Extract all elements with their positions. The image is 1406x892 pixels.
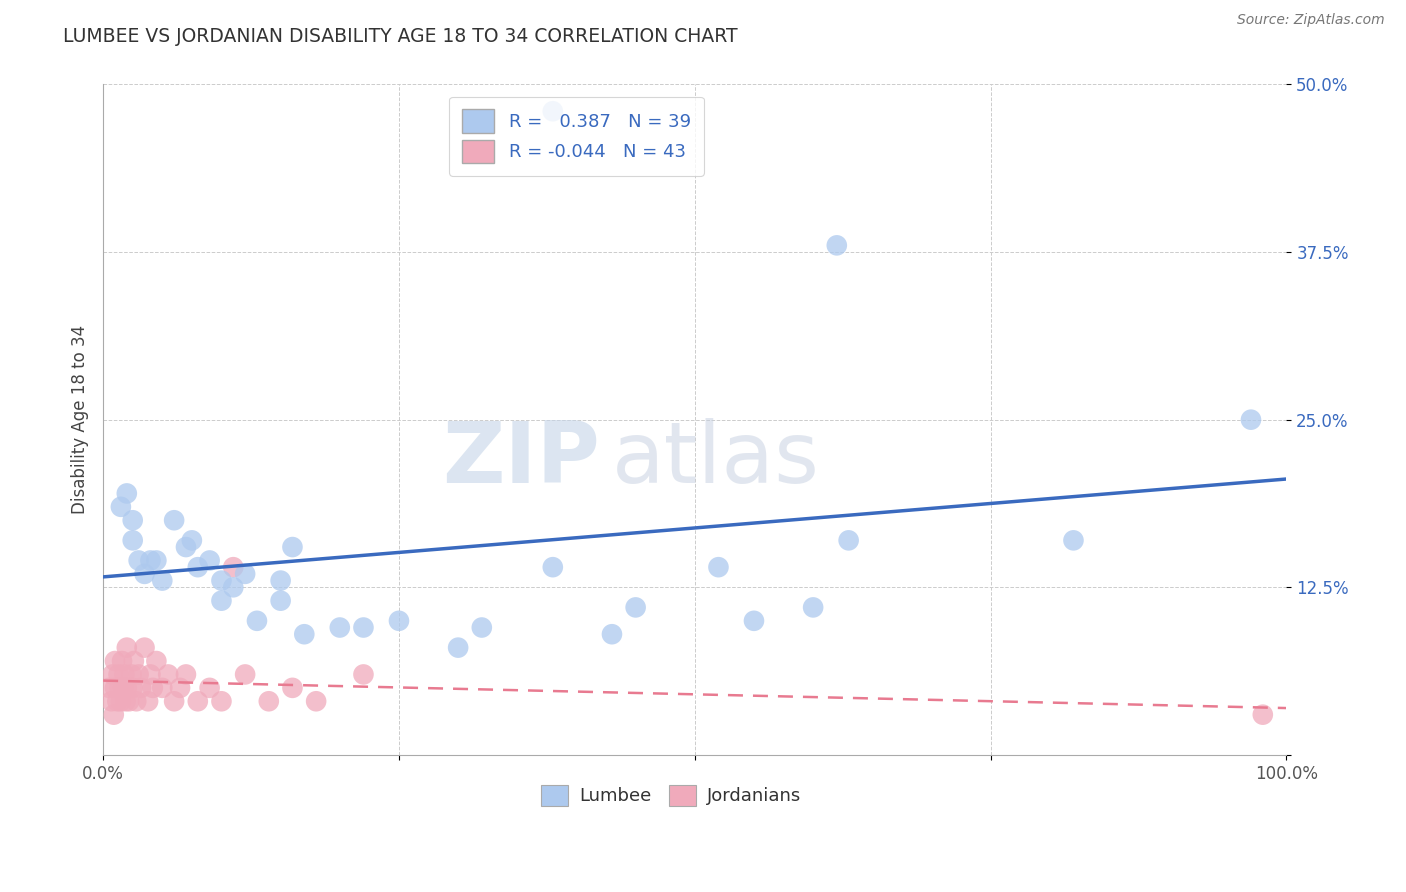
Point [1062, 533, 1084, 548]
Point [246, 614, 269, 628]
Text: ZIP: ZIP [443, 418, 600, 501]
Point [187, 694, 209, 708]
Point [838, 533, 860, 548]
Point [388, 614, 411, 628]
Point [222, 580, 245, 594]
Point [121, 533, 143, 548]
Point [114, 694, 136, 708]
Legend: Lumbee, Jordanians: Lumbee, Jordanians [534, 778, 808, 813]
Point [825, 238, 848, 252]
Point [174, 667, 197, 681]
Point [211, 694, 233, 708]
Point [145, 654, 167, 668]
Point [541, 560, 564, 574]
Text: Source: ZipAtlas.com: Source: ZipAtlas.com [1237, 13, 1385, 28]
Point [1251, 707, 1274, 722]
Text: atlas: atlas [612, 418, 820, 501]
Point [281, 540, 304, 554]
Point [305, 694, 328, 708]
Point [174, 540, 197, 554]
Point [180, 533, 202, 548]
Point [104, 681, 127, 695]
Point [121, 513, 143, 527]
Y-axis label: Disability Age 18 to 34: Disability Age 18 to 34 [72, 325, 89, 514]
Point [129, 681, 152, 695]
Point [121, 667, 143, 681]
Point [270, 593, 292, 607]
Point [136, 694, 159, 708]
Point [118, 694, 141, 708]
Point [111, 654, 134, 668]
Point [139, 667, 162, 681]
Point [211, 574, 233, 588]
Point [233, 566, 256, 581]
Point [128, 667, 150, 681]
Point [112, 667, 135, 681]
Point [233, 667, 256, 681]
Point [198, 553, 221, 567]
Point [329, 620, 352, 634]
Text: LUMBEE VS JORDANIAN DISABILITY AGE 18 TO 34 CORRELATION CHART: LUMBEE VS JORDANIAN DISABILITY AGE 18 TO… [63, 27, 738, 45]
Point [145, 553, 167, 567]
Point [134, 640, 156, 655]
Point [110, 694, 132, 708]
Point [150, 681, 173, 695]
Point [112, 681, 135, 695]
Point [101, 667, 124, 681]
Point [353, 620, 375, 634]
Point [541, 104, 564, 119]
Point [742, 614, 765, 628]
Point [600, 627, 623, 641]
Point [187, 560, 209, 574]
Point [292, 627, 315, 641]
Point [198, 681, 221, 695]
Point [108, 681, 131, 695]
Point [270, 574, 292, 588]
Point [100, 694, 122, 708]
Point [157, 667, 180, 681]
Point [1240, 412, 1263, 426]
Point [150, 574, 173, 588]
Point [222, 560, 245, 574]
Point [801, 600, 824, 615]
Point [125, 694, 148, 708]
Point [128, 553, 150, 567]
Point [115, 640, 138, 655]
Point [115, 486, 138, 500]
Point [257, 694, 280, 708]
Point [139, 553, 162, 567]
Point [142, 681, 165, 695]
Point [110, 500, 132, 514]
Point [107, 667, 129, 681]
Point [447, 640, 470, 655]
Point [353, 667, 375, 681]
Point [134, 566, 156, 581]
Point [121, 681, 143, 695]
Point [281, 681, 304, 695]
Point [103, 707, 125, 722]
Point [98, 681, 121, 695]
Point [471, 620, 494, 634]
Point [104, 654, 127, 668]
Point [163, 694, 186, 708]
Point [105, 694, 128, 708]
Point [169, 681, 191, 695]
Point [163, 513, 186, 527]
Point [115, 681, 138, 695]
Point [707, 560, 730, 574]
Point [122, 654, 145, 668]
Point [624, 600, 647, 615]
Point [211, 593, 233, 607]
